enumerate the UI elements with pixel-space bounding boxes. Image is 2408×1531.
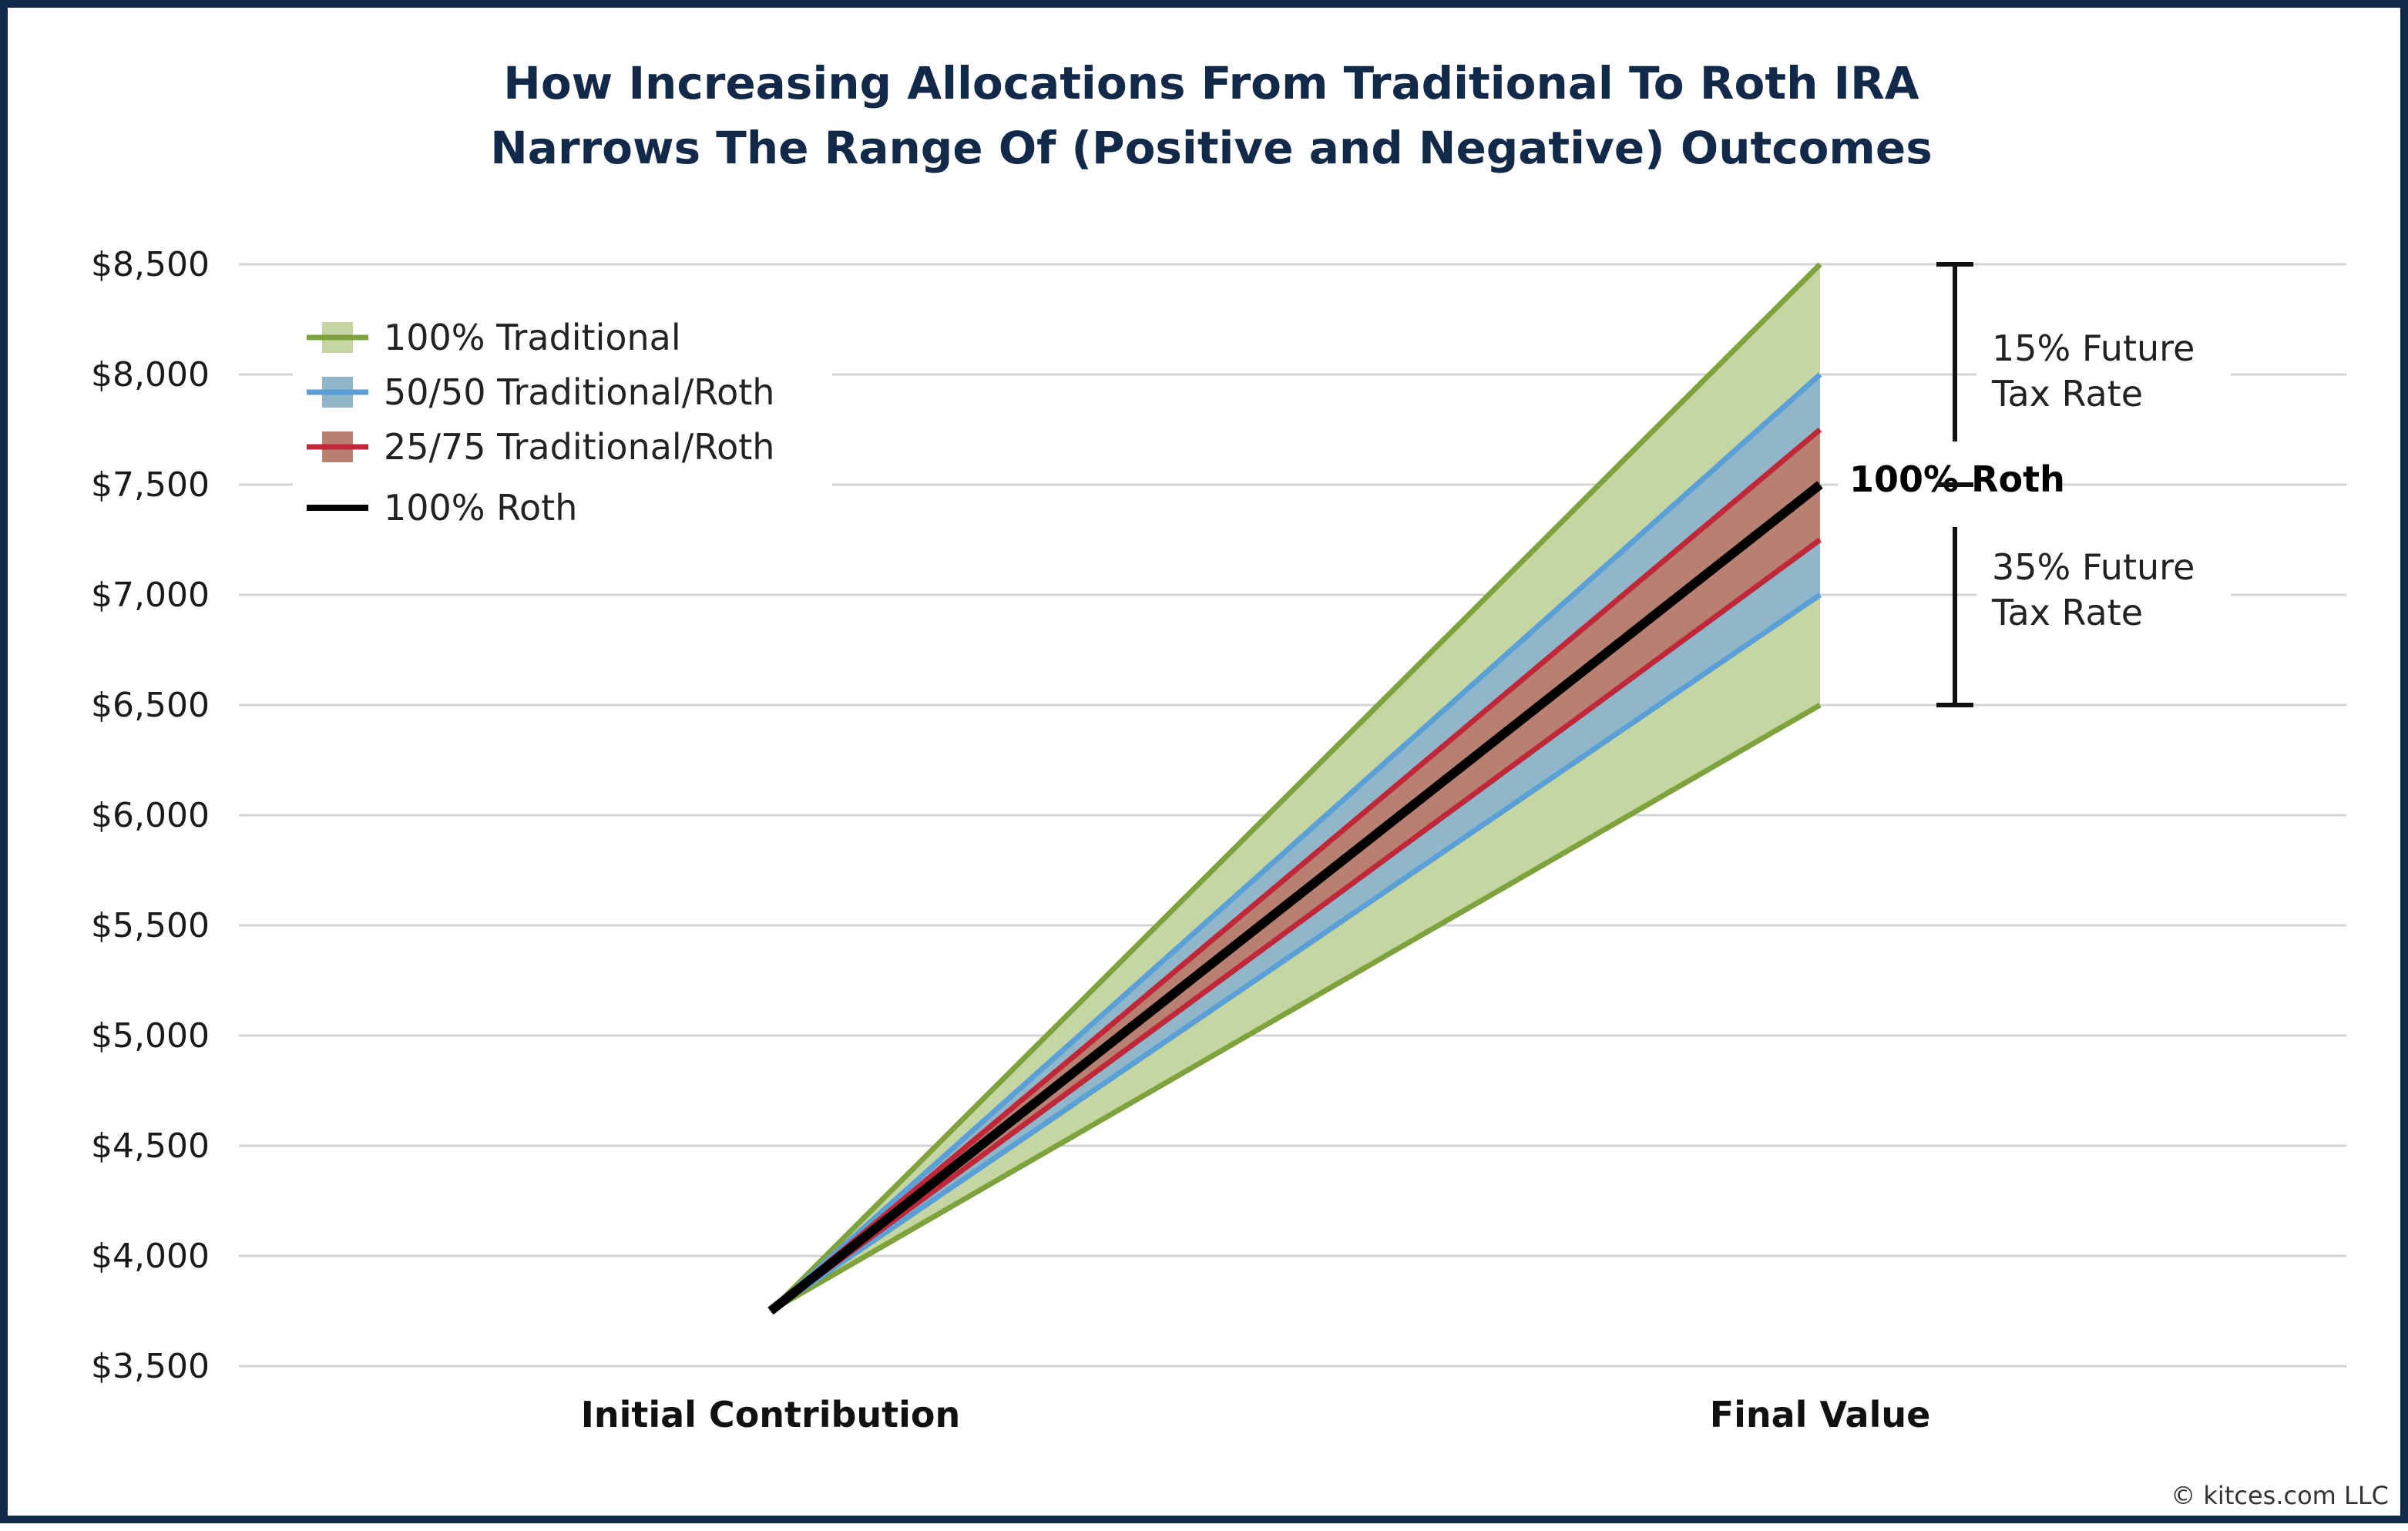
y-tick-label-3500: $3,500 [91,1347,210,1386]
roth-end-label: 100% Roth [1849,458,2065,500]
upper-annotation-line2: Tax Rate [1991,373,2143,415]
y-tick-label-7500: $7,500 [91,465,210,505]
chart-title-line2: Narrows The Range Of (Positive and Negat… [490,122,1932,174]
line-100-traditional-high [768,262,1822,1313]
y-tick-label-5000: $5,000 [91,1016,210,1056]
y-tick-label-5500: $5,500 [91,906,210,945]
lower-range-bracket [1936,482,1973,707]
x-category-final-value: Final Value [1710,1394,1931,1435]
legend-items: 100% Traditional 50/50 Traditional/Roth 25… [307,317,774,529]
upper-annotation-line1: 15% Future [1992,327,2195,369]
lower-annotation-background [1976,532,2231,670]
legend-item-50-50-traditional-roth: 50/50 Traditional/Roth [307,371,774,413]
line-25-75-traditional-roth-low [768,537,1822,1314]
line-100-traditional-low [769,702,1822,1314]
legend-background [293,312,832,543]
legend-label-100-roth: 100% Roth [384,487,577,529]
legend: 100% Traditional 50/50 Traditional/Roth 25… [293,312,832,543]
line-100-roth [767,481,1823,1315]
line-25-75-traditional-roth-high [768,427,1822,1314]
y-tick-label-6500: $6,500 [91,686,210,725]
y-tick-label-7000: $7,000 [91,576,210,615]
y-tick-label-4500: $4,500 [91,1126,210,1166]
lower-annotation-line1: 35% Future [1992,546,2195,588]
legend-label-25-75-traditional-roth: 25/75 Traditional/Roth [384,426,774,468]
annotations: 15% Future Tax Rate 35% Future Tax Rate … [1838,262,2231,707]
legend-item-100-roth: 100% Roth [307,487,577,529]
legend-item-100-traditional: 100% Traditional [307,317,681,358]
chart-svg: How Increasing Allocations From Traditio… [91,57,2389,1510]
y-tick-label-6000: $6,000 [91,796,210,835]
y-tick-label-4000: $4,000 [91,1237,210,1276]
y-axis-ticks: $3,500 $4,000 $4,500 $5,000 $5,500 $6,000 $6,5… [91,245,210,1386]
upper-annotation-background [1976,312,2231,451]
y-tick-label-8500: $8,500 [91,245,210,284]
chart-title-line1: How Increasing Allocations From Traditio… [503,57,1919,109]
roth-label-background [1838,455,2061,509]
copyright-credit: © kitces.com LLC [2171,1481,2389,1510]
y-tick-label-8000: $8,000 [91,355,210,395]
legend-label-100-traditional: 100% Traditional [384,317,681,358]
x-category-initial-contribution: Initial Contribution [581,1394,961,1435]
legend-label-50-50-traditional-roth: 50/50 Traditional/Roth [384,371,774,413]
line-50-50-traditional-roth-high [768,372,1822,1314]
range-brackets [1936,262,1973,707]
series-lines [767,262,1823,1315]
line-50-50-traditional-roth-low [769,593,1822,1314]
lower-annotation-line2: Tax Rate [1991,592,2143,633]
legend-item-25-75-traditional-roth: 25/75 Traditional/Roth [307,426,774,468]
